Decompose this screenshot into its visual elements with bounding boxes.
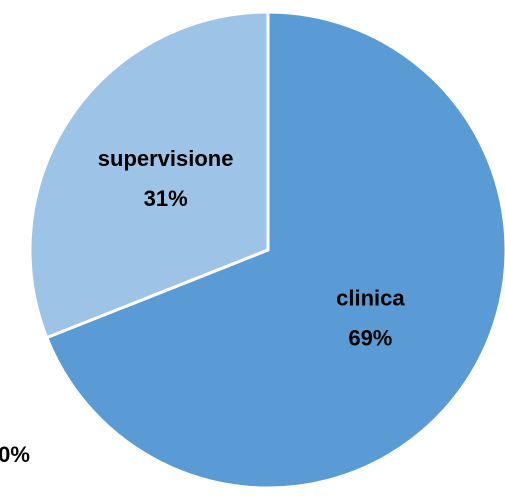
pie-slice — [44, 10, 505, 490]
slice-label: clinica — [336, 285, 405, 310]
slice-value-label: 69% — [348, 325, 392, 350]
slice-value-label: 31% — [144, 186, 188, 211]
pie-slice — [28, 10, 270, 340]
slice-label: supervisione — [98, 146, 234, 171]
slice-value-label: 0% — [0, 442, 30, 467]
